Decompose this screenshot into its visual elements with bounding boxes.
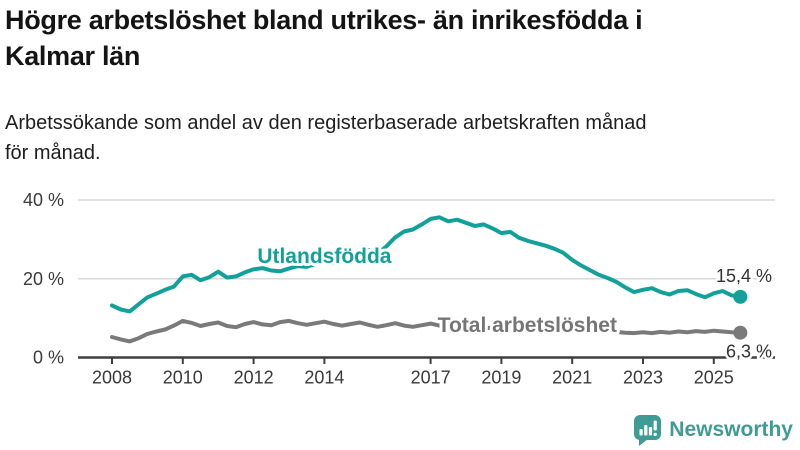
series-end-dot bbox=[733, 325, 748, 340]
x-axis-tick-label: 2017 bbox=[411, 368, 451, 388]
x-axis-tick-label: 2023 bbox=[623, 368, 663, 388]
y-axis-tick-label: 20 % bbox=[23, 269, 64, 289]
x-axis-tick-label: 2012 bbox=[234, 368, 274, 388]
y-axis-tick-label: 40 % bbox=[23, 190, 64, 210]
series-line bbox=[110, 318, 743, 344]
title-line-1: Högre arbetslöshet bland utrikes- än inr… bbox=[5, 5, 643, 35]
newsworthy-logo: Newsworthy bbox=[633, 414, 793, 446]
x-axis-tick-label: 2010 bbox=[163, 368, 203, 388]
chart-subtitle: Arbetssökande som andel av den registerb… bbox=[5, 108, 795, 168]
newsworthy-logo-text: Newsworthy bbox=[669, 418, 793, 441]
series-label: Total arbetslöshet bbox=[438, 314, 617, 337]
series-label: Utlandsfödda bbox=[257, 245, 391, 268]
x-axis-tick-label: 2008 bbox=[92, 368, 132, 388]
x-axis-tick-label: 2014 bbox=[304, 368, 344, 388]
x-axis-tick-label: 2019 bbox=[481, 368, 521, 388]
chart-title: Högre arbetslöshet bland utrikes- än inr… bbox=[5, 2, 775, 74]
y-axis-tick-label: 0 % bbox=[33, 348, 64, 368]
series-end-dot bbox=[733, 289, 748, 304]
subtitle-line-1: Arbetssökande som andel av den registerb… bbox=[5, 112, 647, 134]
series-line bbox=[110, 215, 743, 314]
series-end-value-label: 6,3 % bbox=[726, 342, 772, 362]
subtitle-line-2: för månad. bbox=[5, 142, 101, 164]
title-line-2: Kalmar län bbox=[5, 41, 141, 71]
x-axis-tick-label: 2025 bbox=[694, 368, 734, 388]
series-end-value-label: 15,4 % bbox=[716, 266, 772, 286]
x-axis-tick-label: 2021 bbox=[552, 368, 592, 388]
newsworthy-logo-icon bbox=[634, 415, 662, 446]
